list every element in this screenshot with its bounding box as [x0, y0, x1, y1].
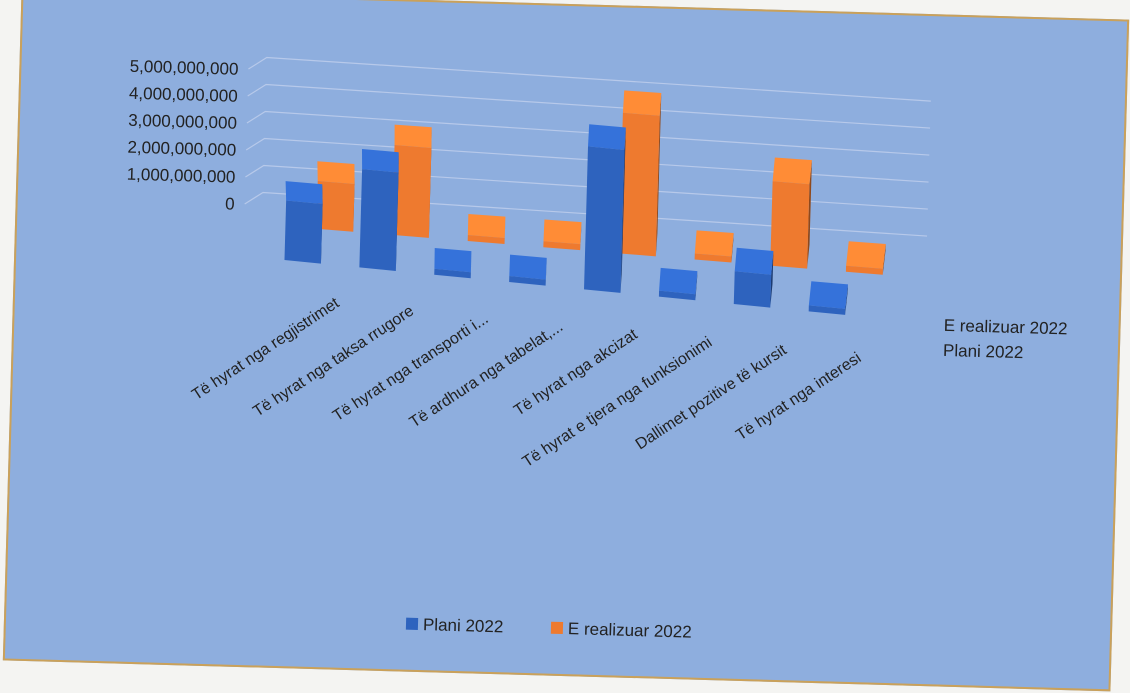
gridlines	[244, 56, 931, 237]
category-label: Të ardhura nga tabelat,...	[407, 318, 566, 431]
gridline	[245, 137, 929, 183]
bar-plani-2022	[733, 247, 774, 308]
legend-swatch	[550, 621, 564, 635]
y-tick-label: 3,000,000,000	[128, 111, 237, 133]
gridline	[244, 191, 928, 237]
series-depth-label: E realizuar 2022	[943, 316, 1067, 338]
bar-plani-2022	[808, 281, 848, 315]
bar-e-realizuar-2022	[316, 161, 355, 232]
legend-label: Plani 2022	[423, 615, 504, 636]
category-label: Të hyrat nga transporti i...	[330, 310, 492, 425]
gridline	[246, 110, 930, 156]
bar-e-realizuar-2022	[694, 230, 734, 263]
bar-e-realizuar-2022	[770, 157, 812, 269]
bars	[284, 90, 886, 315]
y-tick-label: 1,000,000,000	[126, 165, 235, 187]
gridline	[248, 56, 931, 102]
series-depth-labels: E realizuar 2022 Plani 2022	[943, 316, 1068, 362]
legend-label: E realizuar 2022	[568, 619, 692, 641]
y-tick-label: 4,000,000,000	[129, 84, 238, 106]
category-label: Dallimet pozitive të kursit	[633, 341, 791, 453]
bar-plani-2022	[359, 148, 399, 271]
bar-e-realizuar-2022	[392, 124, 432, 238]
bar-plani-2022	[584, 124, 626, 293]
series-depth-label: Plani 2022	[943, 341, 1024, 362]
bar-plani-2022	[434, 247, 472, 279]
bar-e-realizuar-2022	[543, 219, 582, 251]
legend-swatch	[405, 617, 419, 630]
legend: Plani 2022 E realizuar 2022	[405, 615, 692, 642]
y-axis-ticks: 0 1,000,000,000 2,000,000,000 3,000,000,000…	[126, 57, 238, 214]
bar-plani-2022	[509, 254, 547, 286]
bar-chart-3d: 0 1,000,000,000 2,000,000,000 3,000,000,000…	[126, 56, 1068, 642]
category-label: Të hyrat nga taksa rrugore	[250, 302, 417, 420]
y-tick-label: 5,000,000,000	[129, 57, 238, 79]
y-tick-label: 2,000,000,000	[127, 138, 236, 160]
bar-e-realizuar-2022	[467, 213, 506, 245]
gridline	[247, 83, 931, 129]
bar-e-realizuar-2022	[845, 241, 886, 275]
y-tick-label: 0	[225, 194, 235, 213]
category-label: Të hyrat nga regjistrimet	[189, 294, 343, 403]
gridline	[245, 164, 928, 210]
bar-e-realizuar-2022	[618, 90, 662, 257]
bar-plani-2022	[658, 267, 698, 301]
bar-plani-2022	[284, 181, 323, 264]
